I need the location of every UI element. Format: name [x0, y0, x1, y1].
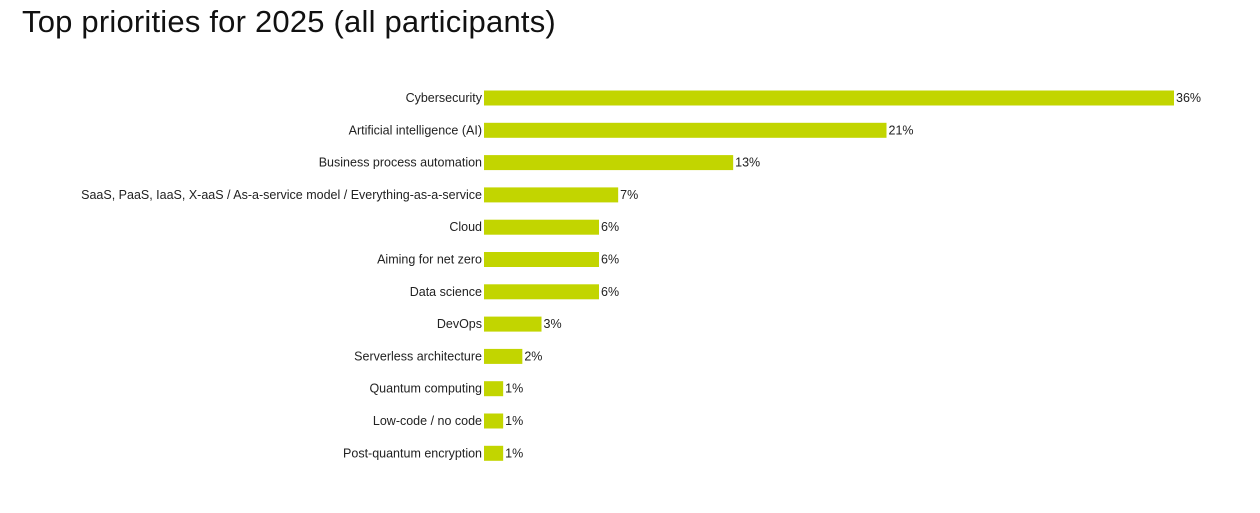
bar	[484, 252, 599, 267]
category-label: Serverless architecture	[354, 349, 482, 363]
bar	[484, 445, 504, 461]
data-label: 1%	[505, 446, 523, 460]
bar	[484, 381, 504, 397]
category-label: Aiming for net zero	[377, 253, 482, 267]
bar	[484, 413, 504, 429]
category-label: Post-quantum encryption	[343, 446, 482, 460]
category-label: DevOps	[437, 317, 482, 331]
data-label: 36%	[1176, 91, 1201, 105]
category-label: Low-code / no code	[373, 414, 482, 428]
bar	[484, 187, 619, 203]
data-label: 2%	[524, 349, 542, 363]
data-label: 7%	[620, 188, 638, 202]
category-label: Business process automation	[319, 156, 482, 170]
category-label: Cybersecurity	[406, 91, 483, 105]
chart-title: Top priorities for 2025 (all participant…	[22, 4, 556, 39]
data-label: 13%	[735, 156, 760, 170]
data-label: 1%	[505, 382, 523, 396]
bar	[484, 219, 599, 235]
category-label: Data science	[410, 285, 482, 299]
data-label: 6%	[601, 253, 619, 267]
bar	[484, 122, 887, 138]
category-label: Quantum computing	[369, 382, 482, 396]
data-label: 21%	[889, 123, 914, 137]
category-label: Artificial intelligence (AI)	[349, 123, 482, 137]
bar	[484, 90, 1174, 106]
bar	[484, 284, 599, 300]
data-label: 3%	[544, 317, 562, 331]
bar	[484, 316, 542, 332]
category-label: SaaS, PaaS, IaaS, X-aaS / As-a-service m…	[81, 188, 482, 202]
category-label: Cloud	[449, 220, 482, 234]
data-label: 6%	[601, 220, 619, 234]
data-label: 1%	[505, 414, 523, 428]
bar	[484, 155, 734, 171]
data-label: 6%	[601, 285, 619, 299]
bar	[484, 348, 523, 364]
